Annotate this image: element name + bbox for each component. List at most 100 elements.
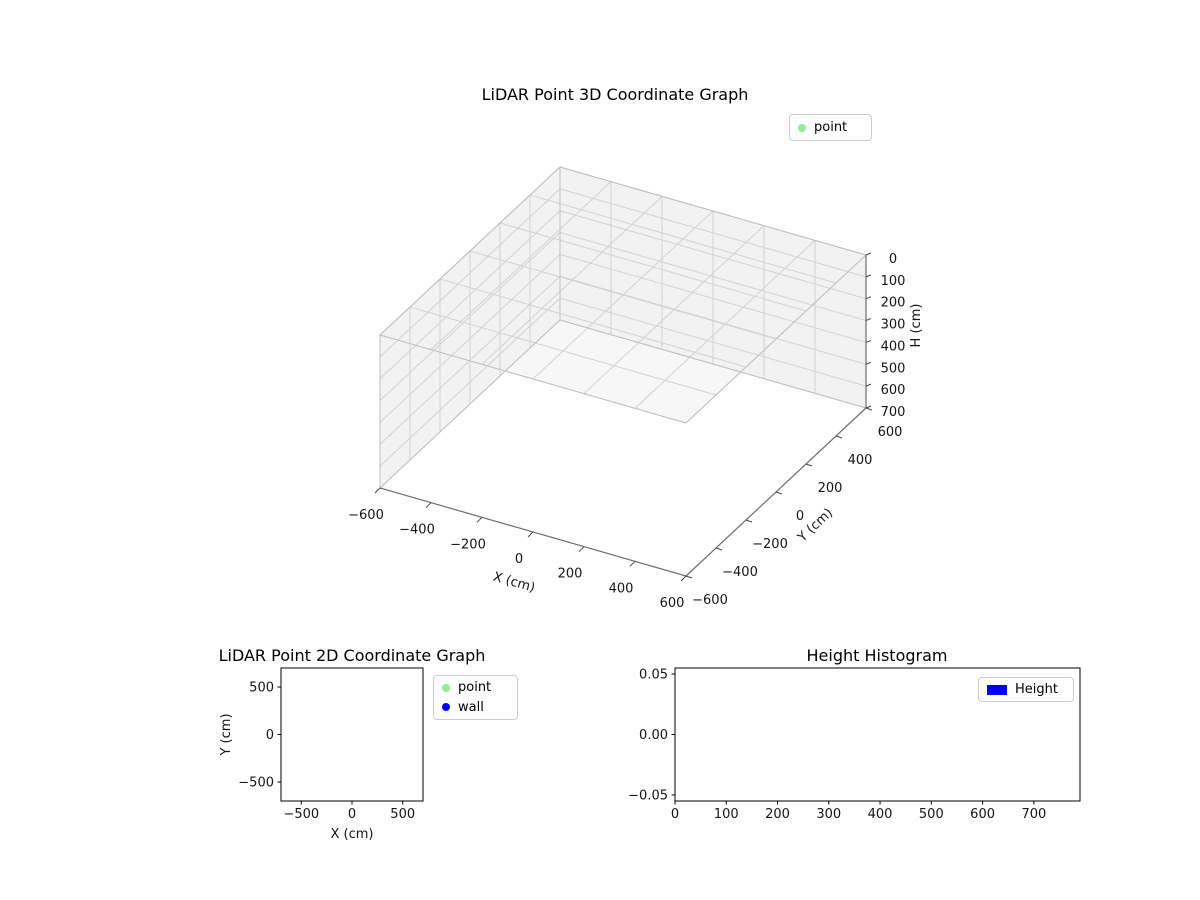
z-tick [865,383,872,387]
y-tick [835,435,843,439]
plot2d-x-axis-label: X (cm) [331,827,374,842]
y-tick [805,463,813,467]
x-tick [476,516,483,523]
z-tick-label: 0 [889,252,897,267]
plot2d-x-tick-label: 500 [390,807,415,822]
point-marker-icon [442,683,450,692]
hist-x-tick-label: 300 [816,807,841,822]
gridline-z [379,297,561,467]
hist-y-tick-label: 0.00 [639,728,668,743]
gridline-z [559,188,867,278]
y-tick-label: 600 [878,425,903,440]
box-edge [379,166,561,336]
x-tick [425,502,432,509]
gridline-z [379,254,561,423]
z-tick [865,274,872,278]
gridline-y [409,306,717,396]
histogram-title: Height Histogram [806,646,948,665]
gridline-z [559,232,867,322]
y-tick-label: 400 [848,453,873,468]
hist-x-tick-label: 400 [868,807,893,822]
histogram-legend: Height [978,677,1074,702]
legend-entry-point: point [442,678,509,698]
box-edge [559,166,867,256]
plot2d-x-tick-label: 0 [348,807,356,822]
gridline-z [379,275,561,445]
legend-label-point: point [814,120,848,135]
x-tick [680,575,687,582]
plot2d-y-tick-label: 500 [249,681,274,696]
x-tick-label: 400 [609,581,634,596]
x-tick [578,546,585,553]
plot3d-legend: point [789,114,872,141]
hist-y-tick-label: 0.05 [639,668,668,683]
gridline-z [559,275,867,365]
point-marker-icon [798,123,806,132]
x-tick [527,531,534,538]
y-tick [715,547,723,551]
gridline-y [469,250,777,340]
legend-entry-height: Height [987,680,1065,699]
y-tick-label: −200 [752,537,788,552]
x-tick-label: −400 [399,523,435,538]
gridline-z [559,297,867,387]
z-tick-label: 200 [881,296,906,311]
gridline-z [379,210,561,380]
z-tick-label: 500 [881,361,906,376]
hist-x-tick-label: 600 [970,807,995,822]
z-tick-label: 700 [881,405,906,420]
y-tick [685,575,693,579]
y-tick [865,407,873,411]
y-tick-label: −400 [722,565,758,580]
box-edge [559,319,867,409]
gridline-y [529,194,837,284]
x-tick-label: 200 [558,567,583,582]
x-axis-label: X (cm) [491,569,536,595]
y-tick-label: −600 [692,593,728,608]
x-tick-label: 0 [515,552,523,567]
y-tick-label: 200 [818,481,843,496]
plot2d-title: LiDAR Point 2D Coordinate Graph [218,646,486,665]
z-tick-label: 600 [881,383,906,398]
z-tick [865,252,872,256]
height-marker-icon [987,684,1007,695]
box-edge [685,254,867,424]
z-tick [865,361,872,365]
plot3d-title: LiDAR Point 3D Coordinate Graph [481,85,749,104]
z-tick [865,339,872,343]
legend-entry-wall: wall [442,698,509,718]
hist-x-tick-label: 200 [765,807,790,822]
hist-x-tick-label: 0 [671,807,679,822]
plot2d-plot-area [280,667,424,802]
gridline-z [559,210,867,300]
x-tick-label: 600 [660,596,685,611]
hist-x-tick-label: 100 [714,807,739,822]
plot2d-y-tick-label: −500 [238,776,274,791]
plot2d-x-tick-label: −500 [283,807,319,822]
z-tick [865,318,872,322]
z-tick-label: 300 [881,318,906,333]
hist-y-tick-label: −0.05 [628,788,668,803]
box-edge [379,334,687,424]
x-tick [374,487,381,494]
y-tick [775,491,783,495]
legend-label-height: Height [1015,682,1058,697]
gridline-z [559,253,867,343]
z-tick [865,405,872,409]
gridline-y [439,278,747,368]
x-tick-label: −600 [348,508,384,523]
plot2d-y-axis-label: Y (cm) [219,713,234,756]
hist-x-tick-label: 500 [919,807,944,822]
y-tick [745,519,753,523]
legend-entry-point: point [798,118,863,138]
box-edge [379,319,561,489]
hist-x-tick-label: 700 [1021,807,1046,822]
z-tick [865,296,872,300]
z-axis-label: H (cm) [909,304,924,348]
x-tick-label: −200 [450,537,486,552]
gridline-z [379,232,561,401]
wall-marker-icon [442,703,450,712]
y-tick-label: 0 [796,509,804,524]
